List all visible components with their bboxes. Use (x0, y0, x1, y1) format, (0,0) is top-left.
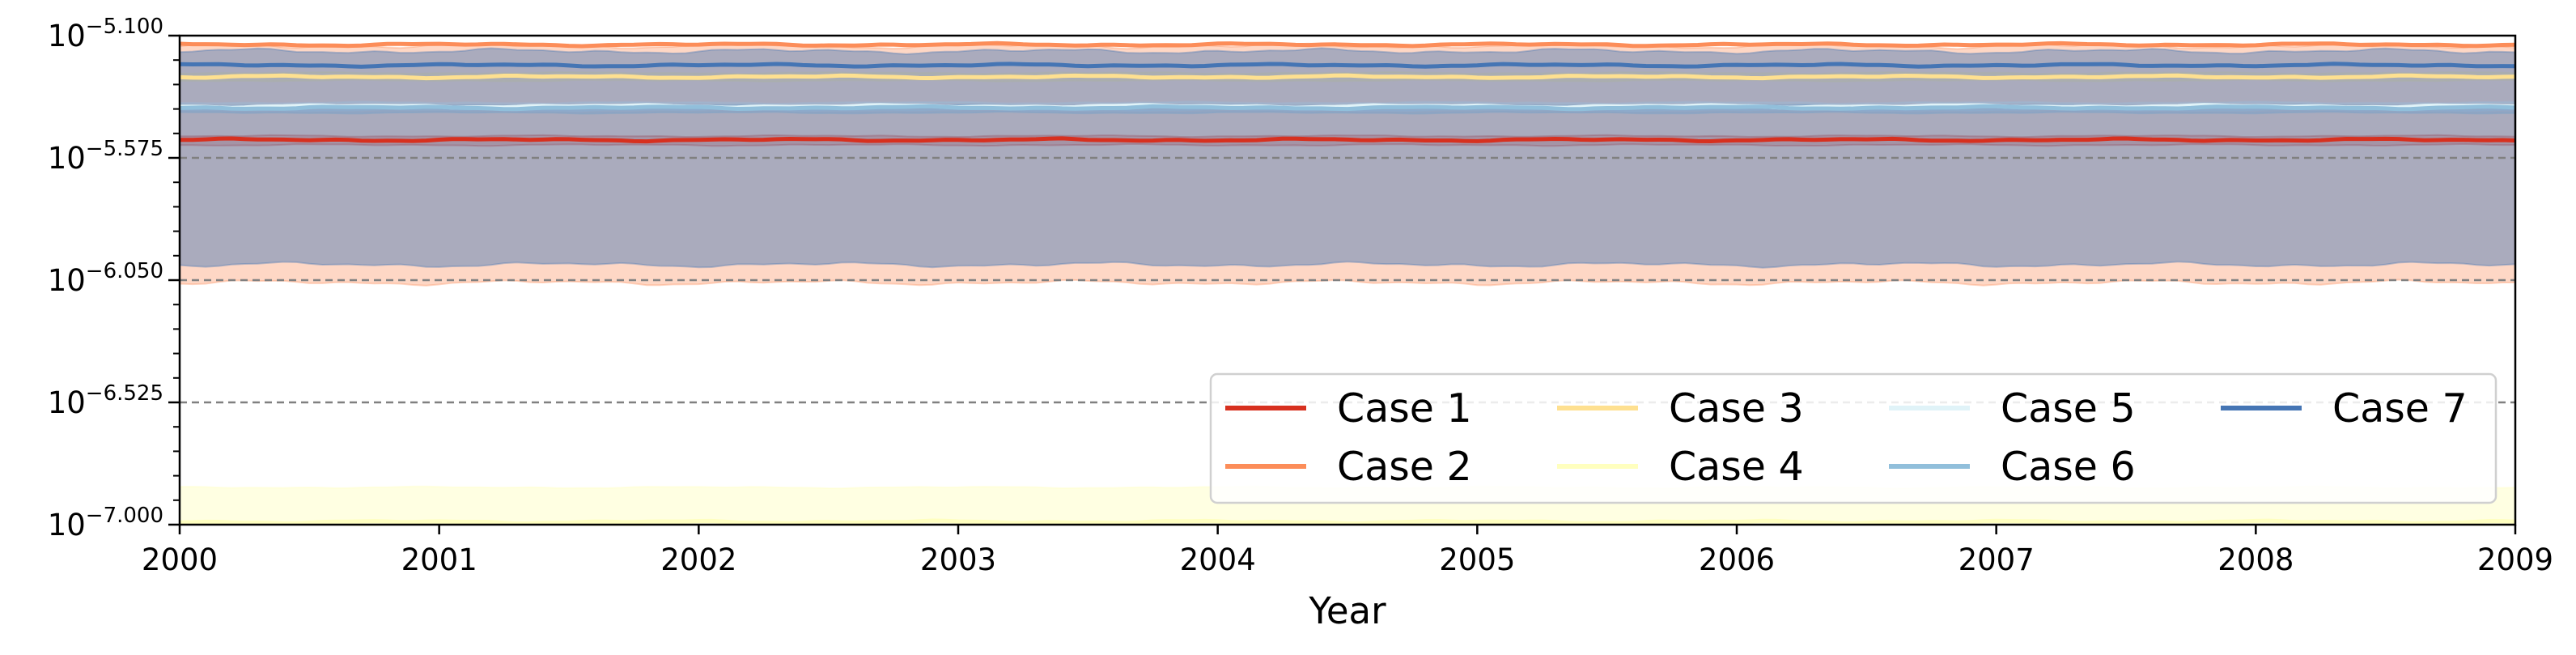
line-case-2 (179, 40, 2516, 49)
legend: Case 1 Case 2 Case 3 Case 4 Case 5 Case 6 Case… (1209, 372, 2497, 504)
y-tick-label: 10−5.575 (48, 137, 163, 176)
x-tick-label: 2001 (401, 542, 477, 577)
x-tick-label: 2009 (2477, 542, 2553, 577)
legend-label-case-2: Case 2 (1337, 444, 1472, 490)
x-tick-label: 2003 (920, 542, 996, 577)
legend-label-case-6: Case 6 (2001, 444, 2136, 490)
x-tick-label: 2004 (1180, 542, 1256, 577)
x-tick-label: 2000 (142, 542, 218, 577)
y-tick-label: 10−7.000 (48, 504, 163, 542)
line-case-7 (179, 62, 2516, 69)
line-case-4 (179, 518, 2516, 526)
y-tick-label: 10−6.050 (48, 259, 163, 298)
y-tick-label: 10−6.525 (48, 381, 163, 420)
legend-label-case-3: Case 3 (1669, 385, 1804, 432)
x-axis-title: Year (1308, 589, 1386, 632)
x-tick-label: 2005 (1439, 542, 1515, 577)
x-tick-label: 2008 (2217, 542, 2294, 577)
line-case-1 (179, 136, 2516, 144)
y-tick-label: 10−5.100 (48, 15, 163, 53)
x-tick-label: 2002 (660, 542, 736, 577)
legend-label-case-7: Case 7 (2332, 385, 2468, 432)
legend-box (1209, 372, 2497, 504)
legend-label-case-4: Case 4 (1669, 444, 1804, 490)
legend-label-case-5: Case 5 (2001, 385, 2136, 432)
x-axis-ticks: 2000 2001 2002 2003 2004 2005 2006 2007 2008 2009 (142, 525, 2553, 577)
series-lines (179, 40, 2516, 526)
line-case-6 (179, 104, 2516, 112)
legend-label-case-1: Case 1 (1337, 385, 1472, 432)
x-tick-label: 2006 (1699, 542, 1775, 577)
x-tick-label: 2007 (1959, 542, 2035, 577)
y-axis-ticks: 10−7.000 10−6.525 10−6.050 10−5.575 10−5.100 (48, 15, 180, 542)
line-case-3 (179, 73, 2516, 81)
